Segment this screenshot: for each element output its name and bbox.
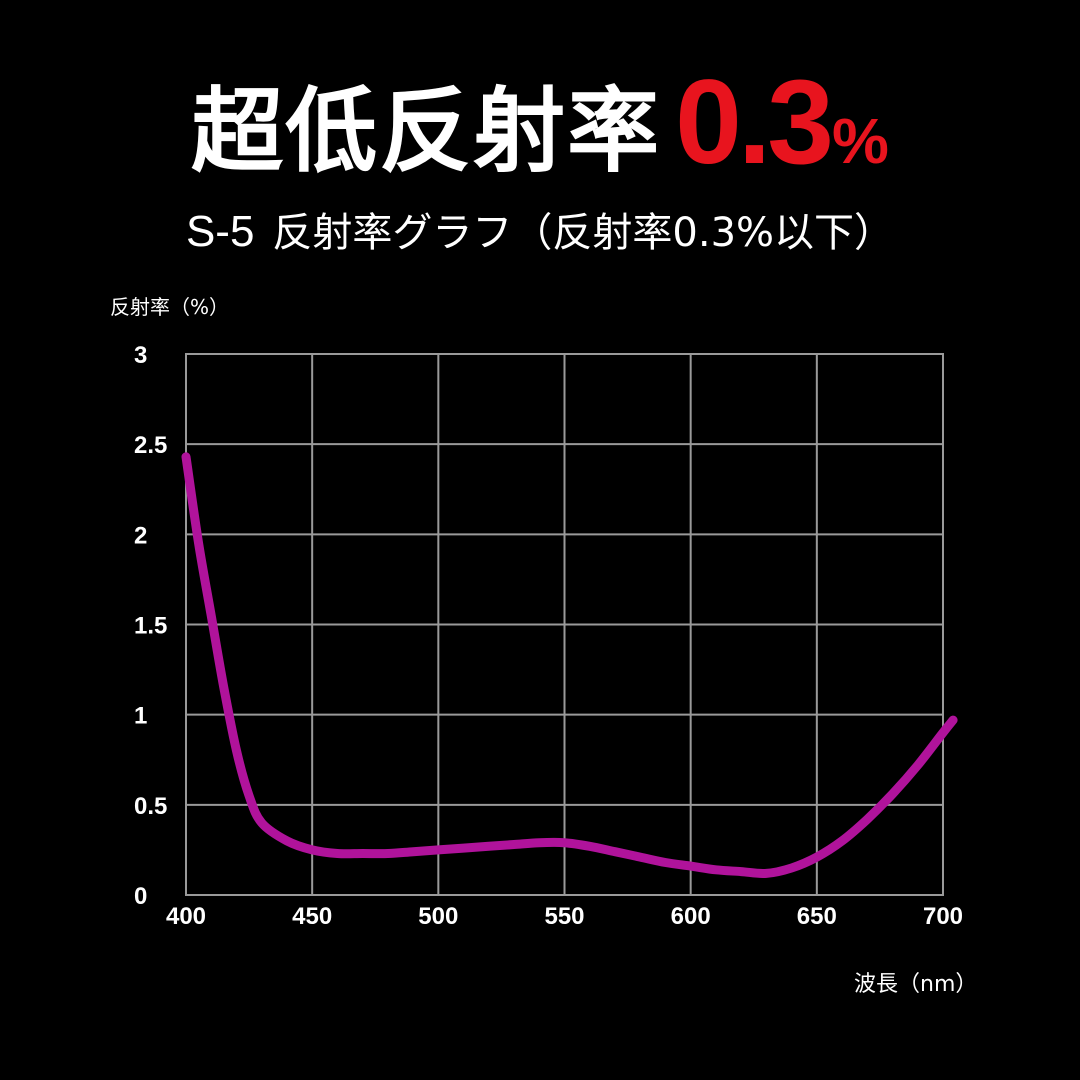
x-tick-label: 650 xyxy=(797,903,837,930)
subtitle: S-5 反射率グラフ（反射率0.3%以下） xyxy=(0,200,1080,258)
y-tick-label: 0 xyxy=(134,883,147,910)
y-tick-label: 2.5 xyxy=(134,432,167,459)
x-tick-label: 600 xyxy=(671,903,711,930)
x-tick-label: 400 xyxy=(166,903,206,930)
headline-unit: % xyxy=(831,105,889,177)
y-tick-label: 2 xyxy=(134,522,147,549)
headline-value: 0.3 xyxy=(675,55,834,189)
x-tick-label: 700 xyxy=(923,903,963,930)
subtitle-text: 反射率グラフ（反射率0.3%以下） xyxy=(272,210,895,256)
y-tick-label: 0.5 xyxy=(134,793,167,820)
headline: 超低反射率 0.3% xyxy=(0,62,1080,182)
x-axis-label: 波長（nm） xyxy=(854,972,978,997)
y-tick-label: 1 xyxy=(134,703,147,730)
tick-labels: 400 450 500 550 600 650 700 0 0.5 1 1.5 2 2.5 3 xyxy=(134,342,963,930)
y-tick-label: 3 xyxy=(134,342,147,369)
y-tick-label: 1.5 xyxy=(134,613,167,640)
x-tick-label: 450 xyxy=(292,903,332,930)
reflectance-curve xyxy=(181,452,958,879)
headline-text: 超低反射率 xyxy=(191,78,662,185)
grid-lines xyxy=(186,354,943,895)
x-tick-label: 550 xyxy=(544,903,584,930)
model-name: S-5 xyxy=(185,207,255,256)
x-tick-label: 500 xyxy=(418,903,458,930)
y-axis-label: 反射率（%） xyxy=(110,295,230,319)
